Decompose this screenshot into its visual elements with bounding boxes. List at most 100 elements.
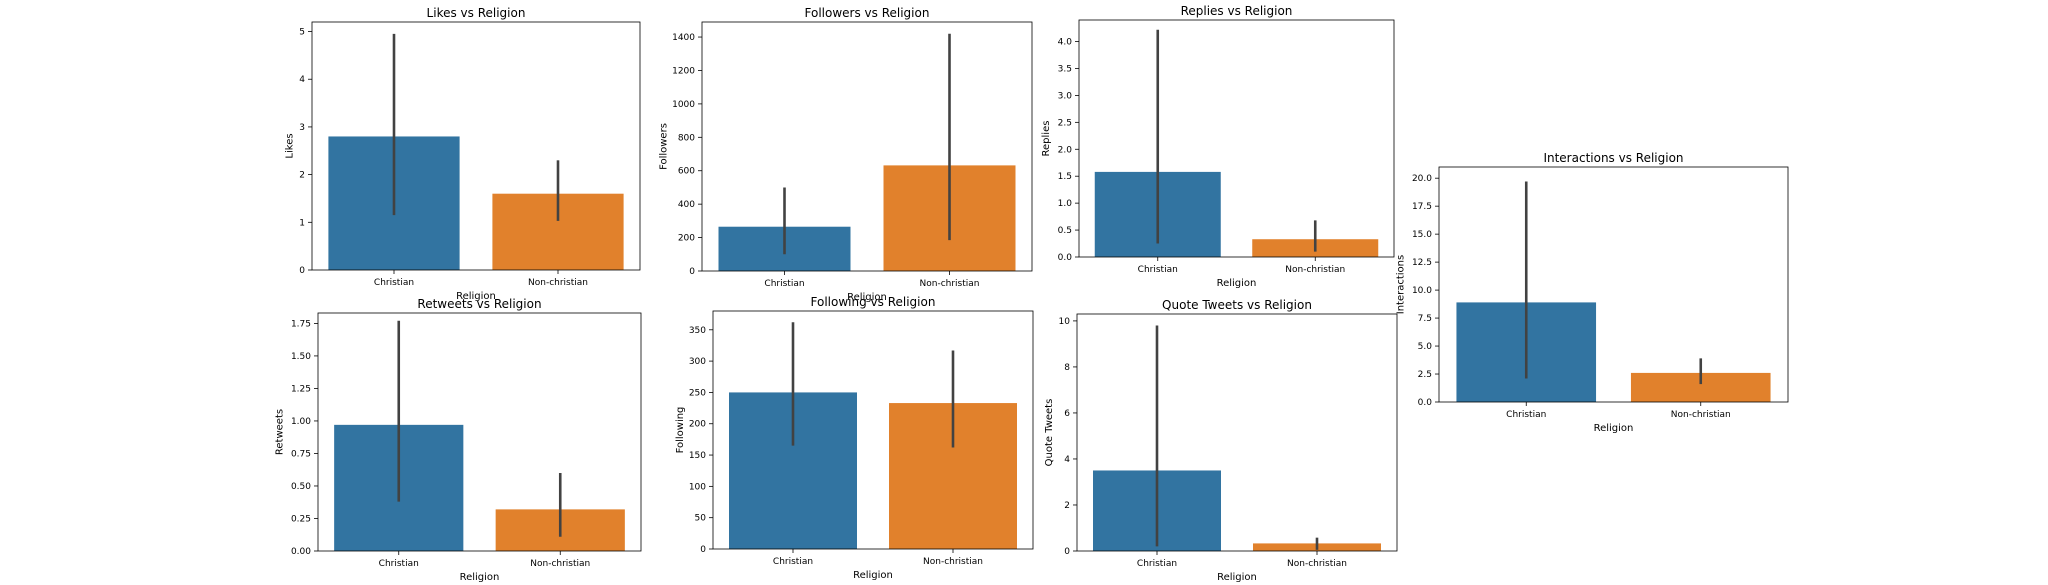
x-tick-label: Christian bbox=[379, 559, 419, 569]
x-tick-label: Non-christian bbox=[1285, 265, 1345, 275]
y-axis-label: Followers bbox=[658, 123, 669, 170]
y-tick-label: 200 bbox=[678, 234, 695, 244]
y-tick-label: 5 bbox=[299, 28, 305, 38]
y-tick-label: 400 bbox=[678, 200, 695, 210]
chart-title: Quote Tweets vs Religion bbox=[1162, 298, 1312, 312]
x-tick-label: Christian bbox=[1506, 410, 1546, 420]
x-tick-label: Christian bbox=[773, 557, 813, 567]
x-tick-label: Christian bbox=[374, 278, 414, 288]
y-tick-label: 0 bbox=[1064, 547, 1070, 557]
axes-frame bbox=[311, 21, 641, 271]
chart-title: Likes vs Religion bbox=[427, 6, 526, 20]
y-tick-label: 1400 bbox=[672, 33, 695, 43]
y-tick-label: 1200 bbox=[672, 66, 695, 76]
y-tick-label: 800 bbox=[678, 133, 695, 143]
y-tick-label: 0 bbox=[700, 545, 706, 555]
axes-frame bbox=[317, 312, 642, 552]
x-tick-label: Christian bbox=[1137, 559, 1177, 569]
chart-title: Replies vs Religion bbox=[1181, 4, 1293, 18]
y-tick-label: 0 bbox=[299, 266, 305, 276]
y-tick-label: 1.50 bbox=[291, 352, 311, 362]
x-tick-label: Non-christian bbox=[1287, 559, 1347, 569]
y-axis-label: Replies bbox=[1041, 121, 1052, 157]
chart-title: Followers vs Religion bbox=[805, 6, 930, 20]
x-axis-label: Religion bbox=[460, 572, 500, 583]
chart-title: Retweets vs Religion bbox=[417, 297, 541, 311]
y-tick-label: 150 bbox=[689, 451, 706, 461]
y-tick-label: 2 bbox=[299, 171, 305, 181]
y-tick-label: 350 bbox=[689, 326, 706, 336]
y-tick-label: 6 bbox=[1064, 409, 1070, 419]
x-tick-label: Christian bbox=[764, 279, 804, 289]
chart-title: Following vs Religion bbox=[811, 295, 936, 309]
axes-frame bbox=[1076, 313, 1398, 552]
subplot-7: Christian Non-christian 0 2 4 6 8 10 Quote Tweet… bbox=[1044, 298, 1398, 583]
y-tick-label: 0.00 bbox=[291, 547, 311, 557]
y-axis-label: Likes bbox=[285, 133, 296, 158]
y-tick-label: 250 bbox=[689, 388, 706, 398]
x-axis-label: Religion bbox=[853, 570, 893, 581]
y-tick-label: 100 bbox=[689, 482, 706, 492]
y-tick-label: 200 bbox=[689, 420, 706, 430]
y-tick-label: 2 bbox=[1064, 501, 1070, 511]
subplot-1: Christian Non-christian 0 1 2 3 4 5 Likes vs Rel… bbox=[285, 6, 641, 302]
axes-frame bbox=[701, 21, 1033, 272]
chart-title: Interactions vs Religion bbox=[1543, 151, 1683, 165]
x-tick-label: Christian bbox=[1138, 265, 1178, 275]
y-tick-label: 17.5 bbox=[1412, 202, 1432, 212]
y-tick-label: 50 bbox=[695, 514, 707, 524]
y-tick-label: 0 bbox=[689, 267, 695, 277]
y-tick-label: 300 bbox=[689, 357, 706, 367]
axes-frame bbox=[712, 310, 1034, 550]
y-tick-label: 1.00 bbox=[291, 417, 311, 427]
y-tick-label: 0.75 bbox=[291, 449, 311, 459]
axes-frame bbox=[1438, 166, 1789, 403]
x-tick-label: Non-christian bbox=[923, 557, 983, 567]
y-axis-label: Interactions bbox=[1395, 255, 1406, 314]
x-tick-label: Non-christian bbox=[528, 278, 588, 288]
y-tick-label: 3.5 bbox=[1058, 64, 1072, 74]
y-tick-label: 7.5 bbox=[1418, 314, 1432, 324]
y-tick-label: 15.0 bbox=[1412, 230, 1432, 240]
x-tick-label: Non-christian bbox=[920, 279, 980, 289]
y-axis-label: Quote Tweets bbox=[1044, 399, 1055, 467]
y-axis-label: Following bbox=[675, 407, 686, 454]
x-axis-label: Religion bbox=[847, 292, 887, 303]
y-tick-label: 4 bbox=[299, 75, 305, 85]
y-tick-label: 8 bbox=[1064, 363, 1070, 373]
y-tick-label: 0.5 bbox=[1058, 226, 1072, 236]
y-tick-label: 0.0 bbox=[1058, 253, 1073, 263]
y-tick-label: 10.0 bbox=[1412, 286, 1432, 296]
x-tick-label: Non-christian bbox=[530, 559, 590, 569]
y-tick-label: 3 bbox=[299, 123, 305, 133]
x-axis-label: Religion bbox=[1217, 572, 1257, 583]
axes-frame bbox=[1078, 19, 1395, 258]
y-tick-label: 1.0 bbox=[1058, 199, 1073, 209]
y-tick-label: 4.0 bbox=[1058, 38, 1073, 48]
y-tick-label: 3.0 bbox=[1058, 91, 1073, 101]
y-tick-label: 1.25 bbox=[291, 384, 311, 394]
y-tick-label: 0.0 bbox=[1418, 398, 1433, 408]
y-tick-label: 1000 bbox=[672, 100, 695, 110]
y-tick-label: 1.75 bbox=[291, 319, 311, 329]
y-tick-label: 10 bbox=[1059, 317, 1071, 327]
y-tick-label: 2.5 bbox=[1418, 370, 1432, 380]
y-axis-label: Retweets bbox=[274, 409, 285, 455]
x-axis-label: Religion bbox=[1217, 278, 1257, 289]
y-tick-label: 20.0 bbox=[1412, 174, 1432, 184]
y-tick-label: 600 bbox=[678, 167, 695, 177]
x-tick-label: Non-christian bbox=[1671, 410, 1731, 420]
y-tick-label: 0.50 bbox=[291, 482, 311, 492]
y-tick-label: 2.0 bbox=[1058, 145, 1073, 155]
y-tick-label: 2.5 bbox=[1058, 118, 1072, 128]
y-tick-label: 5.0 bbox=[1418, 342, 1433, 352]
subplot-3: Christian Non-christian 0.0 0.5 1.0 1.5 2.0 2.5… bbox=[1041, 4, 1395, 289]
x-axis-label: Religion bbox=[1594, 423, 1634, 434]
subplot-6: Christian Non-christian 0 50 100 150 200 250 300… bbox=[675, 295, 1034, 581]
y-tick-label: 4 bbox=[1064, 455, 1070, 465]
y-tick-label: 1 bbox=[299, 218, 305, 228]
subplot-4: Christian Non-christian 0.0 2.5 5.0 7.5 10.0 12… bbox=[1395, 151, 1789, 434]
y-tick-label: 0.25 bbox=[291, 514, 311, 524]
y-tick-label: 12.5 bbox=[1412, 258, 1432, 268]
